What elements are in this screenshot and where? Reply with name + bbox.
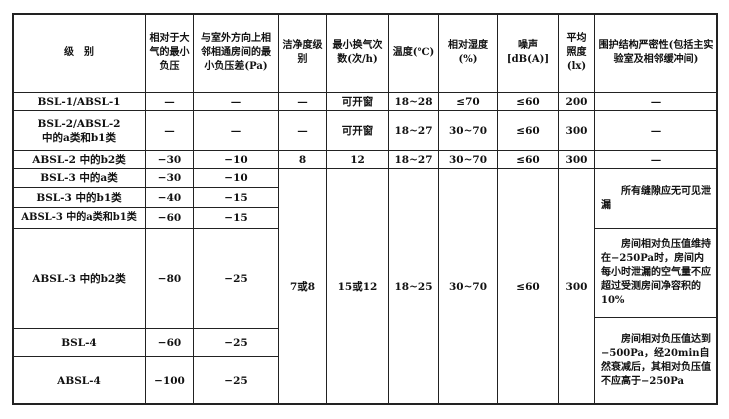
cell-diff: −15: [193, 187, 279, 208]
cell-diff: −15: [193, 207, 279, 229]
row-level: BSL-3 中的a类: [12, 168, 146, 188]
cell-min-neg: −40: [145, 187, 194, 208]
header-air-changes: 最小换气次数(次/h): [326, 13, 389, 93]
cell-min-neg: −80: [145, 228, 194, 329]
cell-diff: —: [193, 110, 279, 151]
merged-air: 15或12: [326, 168, 389, 405]
cell-lux: 300: [558, 150, 595, 169]
cell-air: 12: [326, 150, 389, 169]
cell-noise: ≤60: [497, 92, 559, 111]
row-level: BSL-1/ABSL-1: [12, 92, 146, 111]
merged-clean: 7或8: [278, 168, 327, 405]
cell-min-neg: −60: [145, 328, 194, 357]
row-level: ABSL-2 中的b2类: [12, 150, 146, 169]
merged-temp: 18~25: [388, 168, 439, 405]
merged-noise: ≤60: [497, 168, 559, 405]
cell-min-neg: —: [145, 110, 194, 151]
cell-clean: —: [278, 110, 327, 151]
cell-temp: 18~27: [388, 150, 439, 169]
cell-noise: ≤60: [497, 150, 559, 169]
cell-rh: 30~70: [438, 110, 498, 151]
cell-diff: −25: [193, 328, 279, 357]
row-level: ABSL-3 中的b2类: [12, 228, 146, 329]
row-level: BSL-4: [12, 328, 146, 357]
header-level: 级 别: [12, 13, 146, 93]
cell-min-neg: −30: [145, 168, 194, 188]
header-cleanliness: 洁净度级别: [278, 13, 327, 93]
cell-air: 可开窗: [326, 92, 389, 111]
cell-rh: 30~70: [438, 150, 498, 169]
cell-min-neg: −100: [145, 356, 194, 405]
cell-lux: 200: [558, 92, 595, 111]
cell-noise: ≤60: [497, 110, 559, 151]
cell-rh: ≤70: [438, 92, 498, 111]
cell-clean: 8: [278, 150, 327, 169]
cell-diff: —: [193, 92, 279, 111]
row-level: BSL-2/ABSL-2 中的a类和b1类: [12, 110, 146, 151]
cell-air: 可开窗: [326, 110, 389, 151]
cell-clean: —: [278, 92, 327, 111]
tightness-absl3-b2: 房间相对负压值维持在−250Pa时，房间内每小时泄漏的空气量不应超过受测房间净容…: [594, 228, 718, 318]
cell-temp: 18~28: [388, 92, 439, 111]
header-illuminance: 平均照度(lx): [558, 13, 595, 93]
header-tightness: 围护结构严密性(包括主实验室及相邻缓冲间): [594, 13, 718, 93]
tightness-bsl4: 房间相对负压值达到−500Pa，经20min自然衰减后，其相对负压值不应高于−2…: [594, 317, 718, 405]
header-pressure-difference: 与室外方向上相邻相通房间的最小负压差(Pa): [193, 13, 279, 93]
header-temperature: 温度(℃): [388, 13, 439, 93]
header-noise: 噪声[dB(A)]: [497, 13, 559, 93]
cell-lux: 300: [558, 110, 595, 151]
row-level: ABSL-4: [12, 356, 146, 405]
cell-min-neg: −30: [145, 150, 194, 169]
row-level: BSL-3 中的b1类: [12, 187, 146, 208]
merged-lux: 300: [558, 168, 595, 405]
cell-tight: —: [594, 150, 718, 169]
cell-min-neg: —: [145, 92, 194, 111]
cell-diff: −25: [193, 228, 279, 329]
header-humidity: 相对湿度(%): [438, 13, 498, 93]
cell-min-neg: −60: [145, 207, 194, 229]
header-min-negative-pressure: 相对于大气的最小负压: [145, 13, 194, 93]
tightness-bsl3: 所有缝隙应无可见泄漏: [594, 168, 718, 229]
cell-diff: −10: [193, 168, 279, 188]
merged-rh: 30~70: [438, 168, 498, 405]
cell-diff: −25: [193, 356, 279, 405]
cell-tight: —: [594, 110, 718, 151]
cell-temp: 18~27: [388, 110, 439, 151]
row-level: ABSL-3 中的a类和b1类: [12, 207, 146, 229]
cell-tight: —: [594, 92, 718, 111]
cell-diff: −10: [193, 150, 279, 169]
